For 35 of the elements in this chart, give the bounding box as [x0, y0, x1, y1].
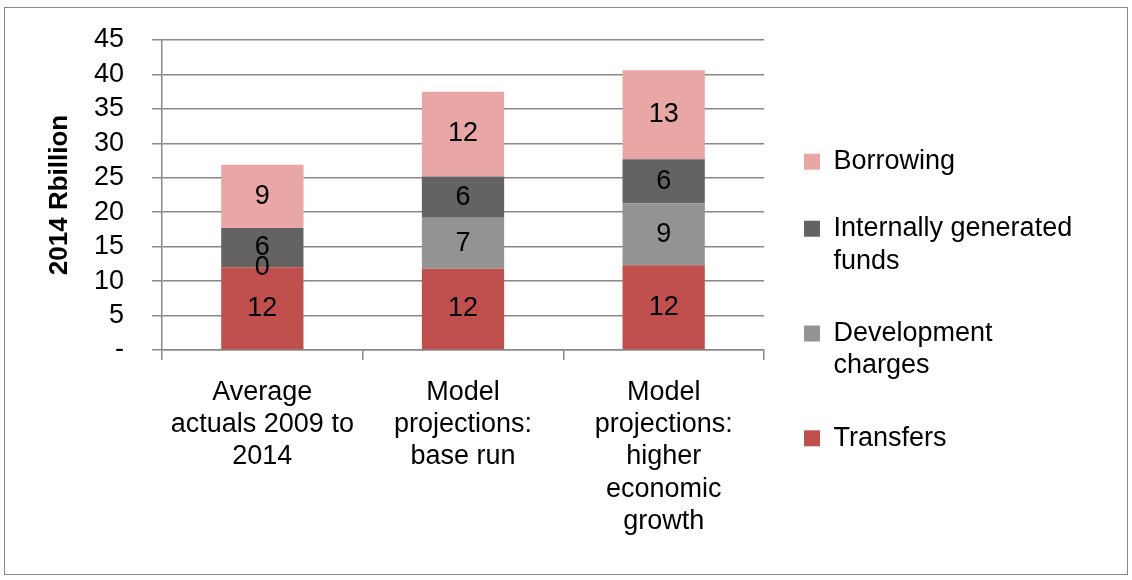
- data-label: 12: [247, 291, 278, 322]
- y-tick-label: 25: [93, 161, 124, 192]
- data-label: 6: [656, 164, 672, 195]
- y-tick-label: 40: [93, 57, 124, 88]
- bar: [421, 91, 505, 177]
- data-label: 9: [254, 179, 270, 210]
- bar: [221, 164, 304, 229]
- legend-label: Development charges: [833, 316, 994, 380]
- y-tick-label: 45: [93, 23, 124, 54]
- y-tick-label: 5: [108, 299, 124, 330]
- y-tick-label: 10: [93, 264, 124, 295]
- bar: [622, 70, 705, 160]
- data-label: 13: [648, 98, 679, 129]
- y-tick-label: 20: [93, 195, 124, 226]
- bar: [421, 176, 505, 218]
- y-tick-label: 35: [93, 92, 124, 123]
- data-label: 9: [656, 217, 672, 248]
- y-axis-title: 2014 Rbillion: [42, 114, 73, 276]
- data-label: 12: [447, 292, 479, 323]
- legend-label: Transfers: [833, 421, 947, 452]
- x-tick-label: Model projections: higher economic growth: [594, 375, 733, 536]
- y-tick-label: 30: [93, 126, 124, 157]
- data-label: 12: [447, 117, 479, 148]
- bar: [421, 268, 505, 350]
- bar: [622, 265, 705, 350]
- legend-label: Internally generated funds: [833, 212, 1073, 275]
- data-label: 6: [455, 180, 471, 211]
- x-tick-label: Model projections: base run: [393, 375, 533, 471]
- data-label: 7: [455, 226, 471, 257]
- x-tick-label: Average actuals 2009 to 2014: [170, 375, 354, 471]
- bar: [622, 159, 705, 204]
- legend-label: Borrowing: [833, 145, 956, 176]
- y-tick-label: 15: [93, 230, 124, 261]
- data-label: 12: [648, 290, 679, 321]
- y-tick-label: -: [115, 333, 124, 364]
